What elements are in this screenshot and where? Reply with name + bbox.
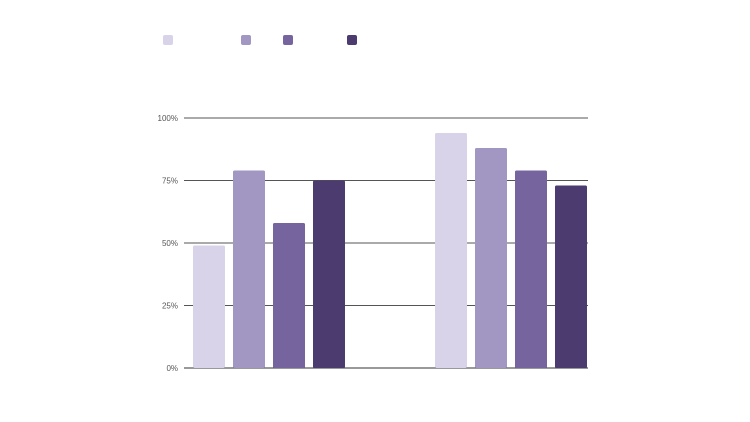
legend-swatch-2[interactable] bbox=[241, 35, 251, 45]
y-tick-label-25: 25% bbox=[162, 302, 178, 311]
y-tick-label-0: 0% bbox=[166, 364, 178, 373]
legend-swatch-1[interactable] bbox=[163, 35, 173, 45]
y-tick-label-75: 75% bbox=[162, 177, 178, 186]
bar-series-1-category-2[interactable] bbox=[435, 133, 467, 368]
bar-series-2-category-2[interactable] bbox=[475, 148, 507, 368]
bar-series-3-category-2[interactable] bbox=[515, 170, 547, 369]
bar-series-2-category-1[interactable] bbox=[233, 170, 265, 369]
bar-series-4-category-2[interactable] bbox=[555, 185, 587, 369]
legend-swatch-3[interactable] bbox=[283, 35, 293, 45]
y-tick-label-50: 50% bbox=[162, 239, 178, 248]
y-tick-label-100: 100% bbox=[158, 114, 178, 123]
y-axis: 0% 25% 50% 75% 100% bbox=[158, 114, 178, 373]
legend bbox=[163, 35, 357, 45]
bar-series-4-category-1[interactable] bbox=[313, 180, 345, 369]
bar-series-3-category-1[interactable] bbox=[273, 223, 305, 368]
bars bbox=[193, 133, 587, 368]
legend-swatch-4[interactable] bbox=[347, 35, 357, 45]
bar-series-1-category-1[interactable] bbox=[193, 245, 225, 369]
